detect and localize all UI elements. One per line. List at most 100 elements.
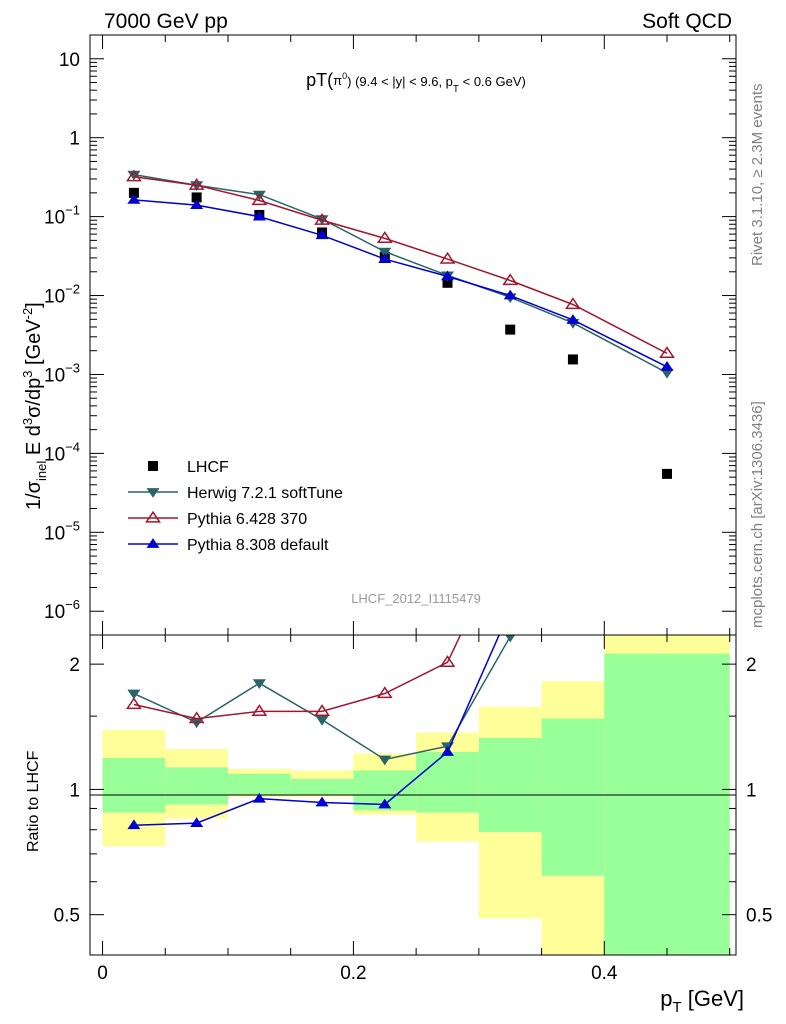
point-pythia-8-308-default (566, 314, 580, 324)
ratio-point-herwig-7-2-1-softtune (566, 593, 579, 603)
main-ytick-label: 10−3 (44, 360, 80, 386)
point-pythia-8-308-default (315, 229, 329, 240)
point-pythia-6-428-370 (188, 178, 205, 190)
legend-marker-pythia-6-428-370 (145, 510, 161, 523)
ratio-point-pythia-8-308-default (127, 819, 141, 830)
x-tick-label: 0.2 (340, 963, 366, 984)
main-title: pT(π0) (9.4 < |y| < 9.6, pT < 0.6 GeV) (306, 70, 526, 95)
ratio-point-pythia-8-308-default (661, 225, 674, 235)
point-lhcf (662, 468, 673, 479)
ratio-point-pythia-8-308-default (566, 573, 579, 583)
legend-label-pythia-6-428-370: Pythia 6.428 370 (187, 511, 307, 528)
ratio-point-herwig-7-2-1-softtune (190, 718, 204, 729)
point-herwig-7-2-1-softtune (660, 368, 674, 379)
ratio-point-pythia-8-308-default (315, 796, 329, 807)
main-ytick-label: 10 (59, 50, 80, 71)
main-ytick-label: 10−1 (44, 203, 80, 229)
ratio-point-pythia-6-428-370 (188, 711, 205, 724)
main-series-layer (126, 169, 675, 479)
series-line-pythia-8-308-default (133, 199, 668, 368)
main-ytick-label: 10−5 (44, 518, 80, 544)
main-ytick-label: 10−4 (44, 439, 80, 465)
point-pythia-8-308-default (252, 210, 266, 221)
ratio-band-green (416, 751, 479, 813)
ratio-point-pythia-6-428-370 (504, 524, 517, 534)
point-lhcf (191, 192, 202, 203)
ratio-frame (89, 634, 737, 956)
point-pythia-6-428-370 (251, 193, 268, 206)
mcplots-label: mcplots.cern.ch [arXiv:1306.3436] (749, 401, 766, 628)
rivet-label: Rivet 3.1.10, ≥ 2.3M events (749, 84, 766, 267)
point-pythia-6-428-370 (439, 251, 456, 264)
ratio-ytick-label: 2 (69, 655, 80, 676)
point-pythia-6-428-370 (376, 231, 393, 244)
main-axis-ticks: 10−6 10−5 10−4 10−3 10−2 10−1 1 10 (44, 35, 736, 635)
ratio-point-pythia-8-308-default (252, 792, 266, 803)
x-axis-label: pT [GeV] (660, 986, 744, 1016)
ratio-point-herwig-7-2-1-softtune (315, 715, 329, 726)
ratio-point-pythia-6-428-370 (126, 697, 142, 710)
ratio-point-pythia-8-308-default (378, 798, 392, 809)
legend-label-pythia-8-308-default: Pythia 8.308 default (187, 537, 329, 554)
ratio-point-pythia-6-428-370 (661, 152, 674, 162)
ratio-point-herwig-7-2-1-softtune (661, 253, 674, 263)
main-ytick-label: 10−6 (44, 597, 80, 623)
ratio-band-green (102, 757, 166, 813)
ratio-point-herwig-7-2-1-softtune (252, 679, 266, 690)
ratio-band-green (604, 653, 730, 955)
ratio-line-pythia-6-428-370 (133, 635, 462, 720)
x-tick-label: 0.4 (591, 963, 618, 984)
ratio-point-pythia-8-308-default (504, 604, 517, 614)
point-pythia-6-428-370 (126, 169, 142, 182)
ratio-ylabel: Ratio to LHCF (25, 750, 42, 852)
legend-marker-herwig-7-2-1-softtune (146, 488, 160, 498)
legend-marker-pythia-8-308-default (146, 538, 160, 548)
ratio-band-green (227, 773, 291, 795)
ratio-point-pythia-6-428-370 (314, 704, 330, 717)
point-pythia-8-308-default (378, 253, 392, 263)
ratio-point-pythia-8-308-default (440, 746, 454, 756)
ratio-ytick-label-right: 1 (746, 780, 757, 801)
analysis-watermark: LHCF_2012_I1115479 (351, 591, 481, 606)
ratio-point-herwig-7-2-1-softtune (378, 755, 392, 766)
ratio-band-green (290, 778, 354, 795)
series-line-pythia-6-428-370 (133, 175, 668, 355)
point-lhcf (505, 324, 516, 335)
ratio-band-green (541, 718, 605, 876)
legend-label-lhcf: LHCF (187, 459, 229, 476)
main-plot-panel: 10−6 10−5 10−4 10−3 10−2 10−1 1 10 (44, 34, 737, 636)
ratio-ytick-label: 1 (69, 780, 80, 801)
point-pythia-8-308-default (190, 199, 204, 209)
point-pythia-6-428-370 (502, 273, 519, 286)
point-pythia-6-428-370 (314, 213, 330, 225)
x-tick-label: 0 (97, 963, 108, 984)
point-pythia-8-308-default (440, 270, 454, 281)
header-left: 7000 GeV pp (104, 10, 228, 33)
point-pythia-8-308-default (503, 289, 517, 300)
ratio-point-pythia-6-428-370 (251, 704, 268, 717)
point-pythia-6-428-370 (565, 297, 581, 310)
series-line-herwig-7-2-1-softtune (133, 173, 668, 374)
main-ytick-label: 1 (69, 129, 80, 150)
ratio-point-pythia-6-428-370 (566, 493, 579, 503)
point-lhcf (567, 354, 578, 365)
legend-label-herwig-7-2-1-softtune: Herwig 7.2.1 softTune (187, 485, 343, 502)
ratio-band-green (165, 767, 228, 805)
point-herwig-7-2-1-softtune (378, 247, 392, 258)
point-lhcf (128, 187, 139, 198)
ratio-series-layer (126, 152, 674, 830)
ratio-point-pythia-6-428-370 (439, 655, 456, 667)
main-ylabel: 1/σinel E d3σ/dp3 [GeV-2] (20, 302, 49, 510)
ratio-ytick-label-right: 0.5 (746, 906, 772, 927)
point-pythia-8-308-default (127, 194, 141, 204)
ratio-band-green (478, 737, 542, 833)
legend-marker-lhcf (148, 461, 158, 471)
legend: LHCF Herwig 7.2.1 softTune Pythia 6.428 37… (128, 459, 343, 554)
ratio-axis-ticks: 0.5 0.5 1 1 2 2 0 0.2 0.4 (54, 635, 772, 984)
ratio-ytick-label-right: 2 (746, 655, 757, 676)
ratio-ytick-label: 0.5 (54, 906, 80, 927)
point-pythia-6-428-370 (659, 346, 675, 359)
point-lhcf (442, 277, 453, 288)
point-pythia-8-308-default (660, 360, 674, 371)
